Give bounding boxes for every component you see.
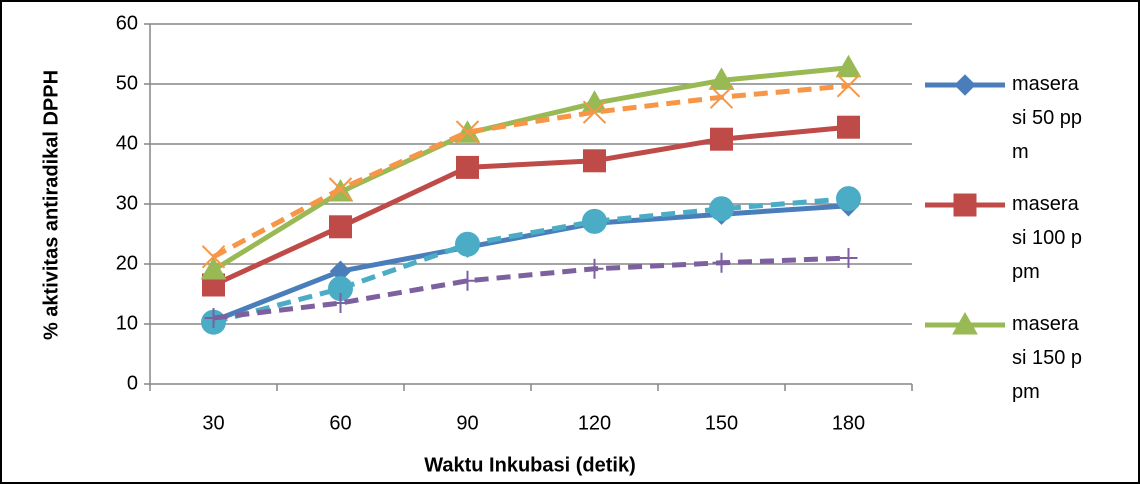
marker [200, 256, 227, 280]
marker [710, 127, 733, 151]
marker [954, 74, 976, 96]
x-tick-label: 30 [202, 412, 224, 434]
marker [456, 155, 479, 179]
marker [585, 258, 604, 279]
marker [582, 208, 607, 234]
marker [328, 177, 353, 201]
x-tick-label: 90 [456, 412, 478, 434]
marker [835, 54, 862, 78]
marker [331, 293, 350, 313]
marker [708, 67, 735, 90]
x-tick-label: 60 [329, 412, 351, 434]
marker [455, 231, 480, 257]
marker [836, 186, 861, 212]
y-tick-label: 40 [116, 132, 138, 154]
marker [836, 74, 861, 98]
series-line [213, 255, 849, 321]
series-line [212, 83, 849, 260]
x-tick-label: 120 [578, 412, 611, 434]
marker [709, 196, 734, 222]
marker [329, 215, 352, 239]
legend-label: maserasi 150 ppm [1012, 313, 1083, 403]
marker [709, 85, 734, 109]
y-tick-label: 30 [116, 192, 138, 214]
legend-label: maserasi 50 ppm [1012, 73, 1083, 163]
marker [582, 100, 607, 124]
marker [201, 245, 226, 269]
marker [837, 115, 860, 139]
y-tick-label: 60 [116, 12, 138, 34]
x-tick-label: 180 [832, 412, 865, 434]
x-tick-label: 150 [705, 412, 738, 434]
series-line [212, 196, 849, 325]
y-tick-label: 20 [116, 252, 138, 274]
legend-label: maserasi 100 ppm [1012, 193, 1083, 283]
marker [204, 308, 223, 328]
series-line [212, 124, 849, 288]
marker [458, 270, 477, 291]
y-tick-label: 0 [127, 372, 138, 394]
marker [712, 252, 731, 273]
x-axis-title: Waktu Inkubasi (detik) [424, 454, 636, 476]
y-tick-label: 50 [116, 72, 138, 94]
marker [952, 311, 978, 335]
marker [953, 193, 977, 217]
marker [839, 248, 858, 268]
y-axis-title: % aktivitas antiradikal DPPH [40, 70, 62, 340]
series-line [212, 65, 849, 273]
marker [455, 120, 480, 144]
y-tick-label: 10 [116, 312, 138, 334]
marker [583, 149, 606, 173]
series-line [212, 203, 849, 324]
